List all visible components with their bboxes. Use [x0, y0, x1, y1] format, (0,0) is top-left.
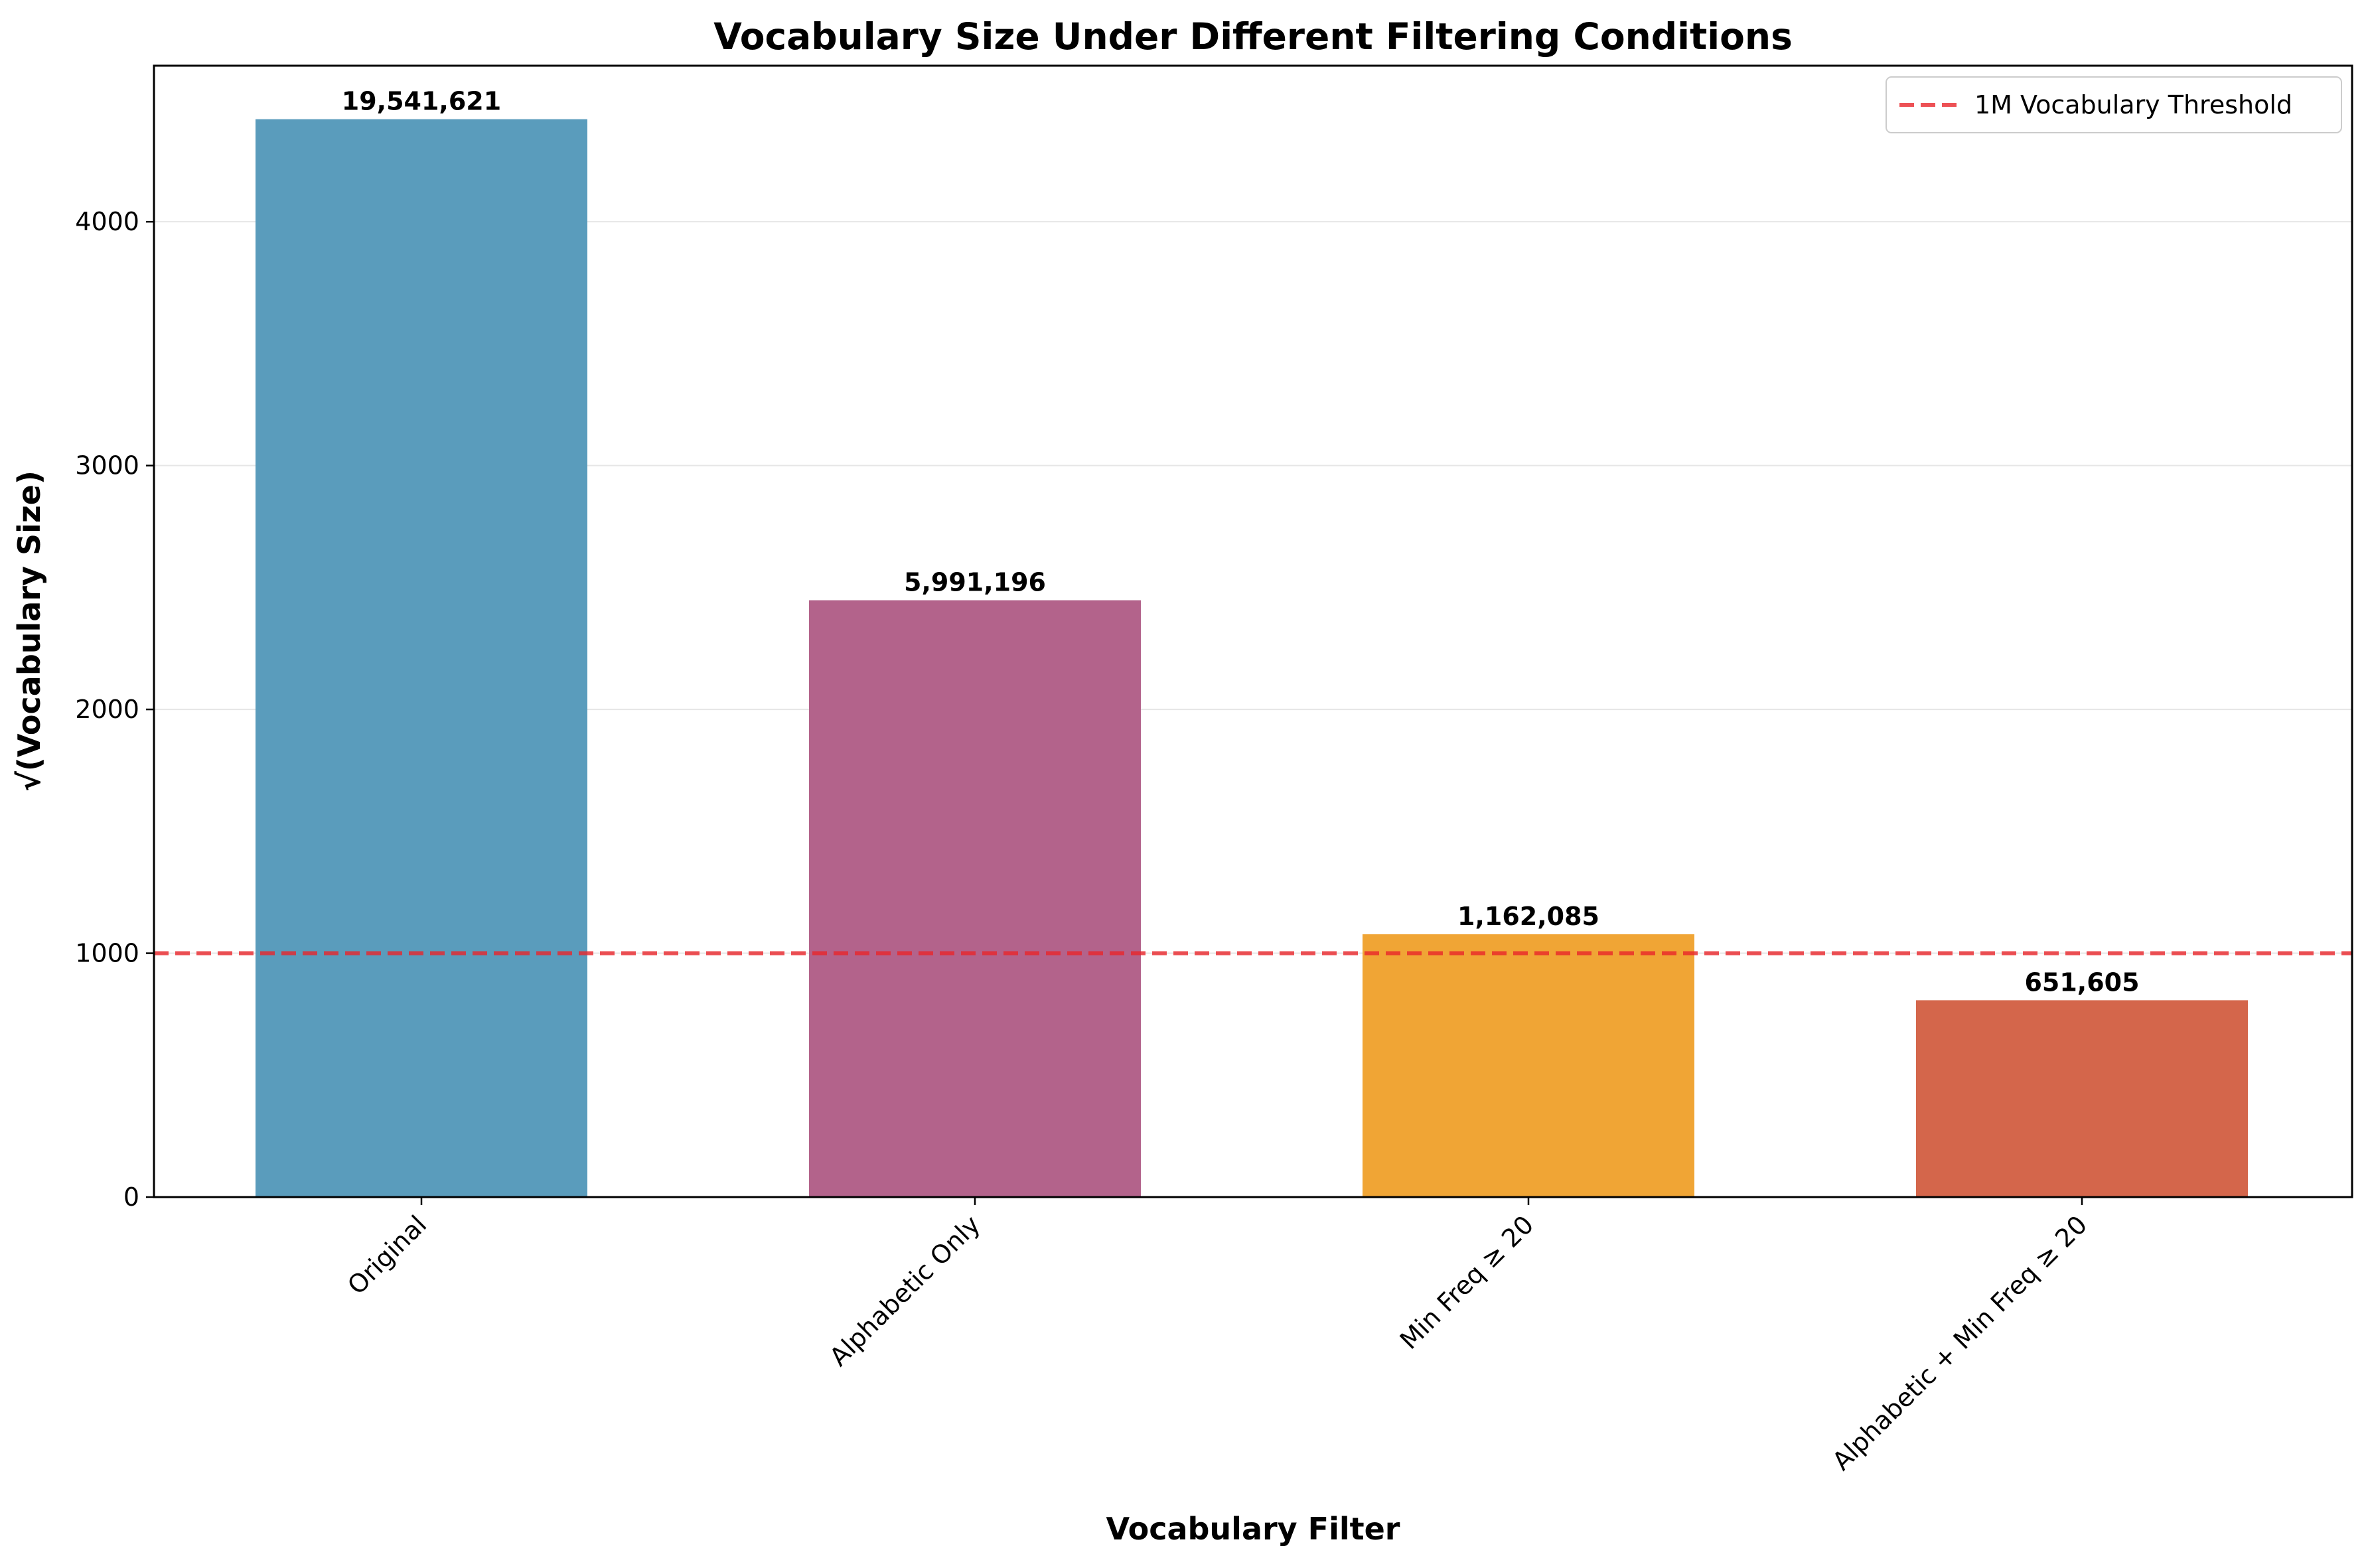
chart-title: Vocabulary Size Under Different Filterin…: [713, 15, 1793, 58]
legend-label: 1M Vocabulary Threshold: [1974, 90, 2292, 119]
legend-box: [1886, 76, 2342, 133]
x-axis-label: Vocabulary Filter: [1106, 1511, 1400, 1547]
y-tick-label: 4000: [75, 207, 139, 236]
x-tick-label: Alphabetic Only: [824, 1210, 986, 1372]
data-label: 19,541,621: [342, 87, 501, 116]
y-axis-ticks: 0 1000 2000 3000 4000: [75, 207, 154, 1212]
x-tick-label: Original: [342, 1210, 432, 1300]
plot-frame: [153, 64, 2353, 1198]
data-label: 5,991,196: [904, 568, 1046, 597]
y-tick-label: 2000: [75, 695, 139, 724]
data-label: 1,162,085: [1457, 902, 1599, 931]
bar: [809, 600, 1141, 1197]
y-tick-label: 3000: [75, 451, 139, 480]
y-tick-label: 0: [123, 1182, 139, 1212]
bar: [1916, 1000, 2248, 1197]
y-axis-label: √(Vocabulary Size): [11, 470, 47, 792]
x-tick-label: Min Freq ≥ 20: [1394, 1210, 1540, 1355]
bars: [256, 119, 2248, 1198]
data-label: 651,605: [2024, 967, 2139, 997]
data-labels: 19,541,621 5,991,196 1,162,085 651,605: [342, 87, 2140, 997]
x-axis-ticks: Original Alphabetic Only Min Freq ≥ 20 Alph…: [342, 1197, 2093, 1476]
bar: [256, 119, 587, 1198]
bar: [1363, 934, 1694, 1197]
legend: 1M Vocabulary Threshold: [1886, 76, 2342, 133]
y-tick-label: 1000: [75, 939, 139, 968]
x-tick-label: Alphabetic + Min Freq ≥ 20: [1826, 1210, 2093, 1476]
